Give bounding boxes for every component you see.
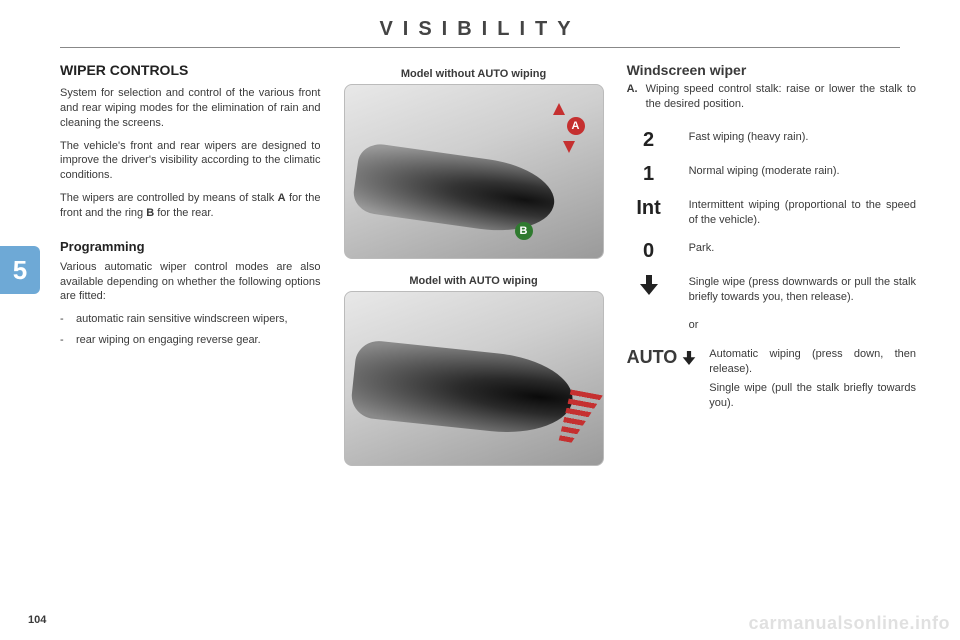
wiper-controls-title: WIPER CONTROLS bbox=[60, 62, 320, 78]
auto-desc: Automatic wiping (press down, then relea… bbox=[709, 347, 916, 414]
chapter-tab: 5 bbox=[0, 246, 40, 294]
auto-label: AUTO bbox=[627, 347, 698, 368]
page-number: 104 bbox=[28, 614, 46, 626]
right-column: Windscreen wiper A. Wiping speed control… bbox=[627, 62, 916, 476]
arrow-up-icon bbox=[553, 103, 565, 115]
down-arrow-icon bbox=[627, 275, 671, 299]
bullet-2: rear wiping on engaging reverse gear. bbox=[60, 333, 320, 348]
desc-0: Park. bbox=[689, 241, 715, 256]
middle-column: Model without AUTO wiping A B Model with… bbox=[338, 62, 608, 476]
sym-2: 2 bbox=[627, 130, 671, 150]
or-text: or bbox=[627, 319, 916, 331]
page-header: VISIBILITY bbox=[0, 0, 960, 41]
desc-arrow: Single wipe (press downwards or pull the… bbox=[689, 275, 916, 305]
auto-arrow-icon bbox=[684, 351, 695, 365]
auto-text: AUTO bbox=[627, 347, 678, 368]
badge-b: B bbox=[515, 222, 533, 240]
row-int: Int Intermittent wiping (proportional to… bbox=[627, 198, 916, 228]
text-a: Wiping speed control stalk: raise or low… bbox=[646, 82, 916, 112]
sym-1: 1 bbox=[627, 164, 671, 184]
badge-a: A bbox=[567, 117, 585, 135]
programming-list: automatic rain sensitive windscreen wipe… bbox=[60, 312, 320, 348]
row-2: 2 Fast wiping (heavy rain). bbox=[627, 130, 916, 150]
p3-e: for the rear. bbox=[154, 207, 213, 219]
sym-0: 0 bbox=[627, 241, 671, 261]
desc-int: Intermittent wiping (proportional to the… bbox=[689, 198, 916, 228]
intro-p3: The wipers are controlled by means of st… bbox=[60, 191, 320, 221]
row-0: 0 Park. bbox=[627, 241, 916, 261]
left-column: WIPER CONTROLS System for selection and … bbox=[60, 62, 320, 476]
row-arrow: Single wipe (press downwards or pull the… bbox=[627, 275, 916, 305]
row-auto: AUTO Automatic wiping (press down, then … bbox=[627, 347, 916, 414]
instruction-a: A. Wiping speed control stalk: raise or … bbox=[627, 82, 916, 112]
p3-d: B bbox=[146, 207, 154, 219]
image-no-auto: A B bbox=[344, 84, 604, 259]
intro-p1: System for selection and control of the … bbox=[60, 86, 320, 131]
label-a: A. bbox=[627, 82, 638, 112]
programming-title: Programming bbox=[60, 239, 320, 254]
desc-1: Normal wiping (moderate rain). bbox=[689, 164, 840, 179]
p3-b: A bbox=[278, 192, 286, 204]
arrow-down-icon bbox=[563, 141, 575, 153]
windscreen-title: Windscreen wiper bbox=[627, 62, 916, 78]
watermark: carmanualsonline.info bbox=[748, 613, 950, 634]
desc-2: Fast wiping (heavy rain). bbox=[689, 130, 809, 145]
bullet-1: automatic rain sensitive windscreen wipe… bbox=[60, 312, 320, 327]
auto-p2: Single wipe (pull the stalk briefly towa… bbox=[709, 381, 916, 411]
programming-intro: Various automatic wiper control modes ar… bbox=[60, 260, 320, 305]
p3-a: The wipers are controlled by means of st… bbox=[60, 192, 278, 204]
caption-no-auto: Model without AUTO wiping bbox=[338, 68, 608, 80]
row-1: 1 Normal wiping (moderate rain). bbox=[627, 164, 916, 184]
stalk-auto-illustration bbox=[349, 339, 576, 440]
sym-int: Int bbox=[627, 198, 671, 218]
auto-p1: Automatic wiping (press down, then relea… bbox=[709, 347, 916, 377]
intro-p2: The vehicle's front and rear wipers are … bbox=[60, 139, 320, 184]
caption-auto: Model with AUTO wiping bbox=[338, 275, 608, 287]
image-auto bbox=[344, 291, 604, 466]
content-area: WIPER CONTROLS System for selection and … bbox=[0, 48, 960, 476]
